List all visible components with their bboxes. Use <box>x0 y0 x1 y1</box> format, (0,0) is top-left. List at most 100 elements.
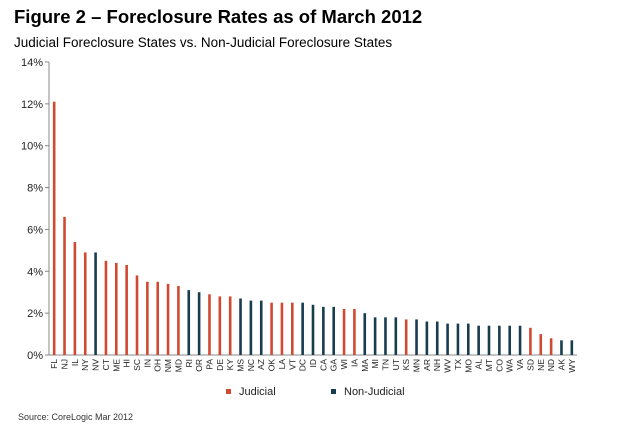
x-tick-label: SD <box>525 359 535 371</box>
x-tick-label: MS <box>236 359 246 372</box>
x-tick-label: NM <box>163 359 173 372</box>
x-tick-label: OR <box>194 359 204 372</box>
legend-label: Non-Judicial <box>344 386 405 398</box>
bar-nv <box>94 252 97 355</box>
bar-wi <box>342 308 346 355</box>
x-tick-label: OH <box>153 359 163 372</box>
bar-ks <box>404 319 408 355</box>
bar-ok <box>270 302 273 355</box>
bar-sc <box>135 275 139 355</box>
x-tick-label: DE <box>215 359 225 371</box>
bar-in <box>146 281 149 355</box>
x-tick-label: NC <box>246 359 256 371</box>
bar-az <box>259 300 263 355</box>
x-tick-label: CO <box>494 359 504 372</box>
bar-al <box>477 325 480 355</box>
bar-oh <box>156 281 160 355</box>
bar-wy <box>570 340 574 355</box>
bar-nd <box>549 338 553 355</box>
x-tick-label: MD <box>173 359 183 372</box>
x-tick-label: SC <box>132 359 142 371</box>
x-tick-label: RI <box>184 359 194 368</box>
bar-ga <box>332 306 336 355</box>
x-tick-label: FL <box>49 359 59 369</box>
bar-pa <box>208 294 211 355</box>
bar-vt <box>290 302 294 355</box>
x-tick-label: IA <box>349 359 359 367</box>
bar-ia <box>353 308 356 355</box>
x-tick-label: WY <box>567 359 577 373</box>
bar-de <box>218 296 222 355</box>
x-tick-label: NV <box>91 359 101 371</box>
x-tick-label: IL <box>70 359 80 366</box>
x-tick-label: NY <box>80 359 90 371</box>
x-tick-label: AK <box>556 359 566 371</box>
x-tick-label: AL <box>474 359 484 370</box>
y-tick-label: 8% <box>27 183 43 195</box>
x-tick-label: NJ <box>60 359 70 369</box>
bar-tx <box>456 323 460 355</box>
bar-or <box>197 292 201 355</box>
bar-ca <box>322 306 325 355</box>
bar-ms <box>239 298 242 355</box>
x-tick-label: CT <box>101 359 111 370</box>
x-tick-label: KY <box>225 359 235 371</box>
x-tick-label: TN <box>380 359 390 370</box>
bar-nm <box>166 283 170 355</box>
x-tick-label: IN <box>142 359 152 368</box>
bar-ak <box>560 340 563 355</box>
bar-hi <box>125 265 128 355</box>
bar-me <box>114 262 118 355</box>
legend-label: Judicial <box>239 386 276 398</box>
x-tick-label: HI <box>122 359 132 368</box>
y-tick-label: 0% <box>27 350 43 362</box>
x-tick-label: LA <box>277 359 287 370</box>
bar-ny <box>83 252 87 355</box>
x-tick-label: UT <box>391 359 401 370</box>
x-tick-label: ND <box>546 359 556 371</box>
source-note: Source: CoreLogic Mar 2012 <box>18 412 134 422</box>
bar-mn <box>415 319 418 355</box>
x-tick-label: AZ <box>256 359 266 370</box>
x-tick-label: CA <box>318 359 328 371</box>
x-tick-label: PA <box>204 359 214 370</box>
bar-tn <box>384 317 387 355</box>
bar-co <box>498 325 501 355</box>
bar-ne <box>539 334 543 355</box>
x-tick-label: GA <box>329 359 339 372</box>
x-tick-label: MI <box>370 359 380 368</box>
y-tick-label: 14% <box>21 57 43 69</box>
x-tick-label: ME <box>111 359 121 372</box>
bar-dc <box>301 302 304 355</box>
bar-nh <box>435 321 439 355</box>
x-tick-label: MO <box>463 359 473 373</box>
bar-wv <box>446 323 449 355</box>
bar-ma <box>363 313 367 355</box>
bar-la <box>280 302 284 355</box>
x-tick-label: MA <box>360 359 370 372</box>
x-tick-label: ID <box>308 359 318 368</box>
x-tick-label: NE <box>536 359 546 371</box>
y-tick-label: 2% <box>27 308 43 320</box>
chart-title: Figure 2 – Foreclosure Rates as of March… <box>14 6 423 27</box>
x-tick-label: TX <box>453 359 463 370</box>
x-tick-label: WA <box>505 359 515 373</box>
bar-ky <box>228 296 232 355</box>
bar-il <box>73 241 77 355</box>
x-tick-label: VA <box>515 359 525 370</box>
y-tick-label: 6% <box>27 224 43 236</box>
bar-va <box>518 325 522 355</box>
y-tick-label: 4% <box>27 266 43 278</box>
y-tick-label: 12% <box>21 99 43 111</box>
chart-subtitle: Judicial Foreclosure States vs. Non-Judi… <box>14 35 393 50</box>
bar-mo <box>466 323 470 355</box>
x-tick-label: MN <box>412 359 422 372</box>
bar-ar <box>425 321 429 355</box>
bar-md <box>177 285 180 355</box>
bar-wa <box>508 325 512 355</box>
x-tick-label: VT <box>287 359 297 370</box>
x-tick-label: DC <box>298 359 308 371</box>
x-tick-label: WV <box>443 359 453 373</box>
y-tick-label: 10% <box>21 141 43 153</box>
